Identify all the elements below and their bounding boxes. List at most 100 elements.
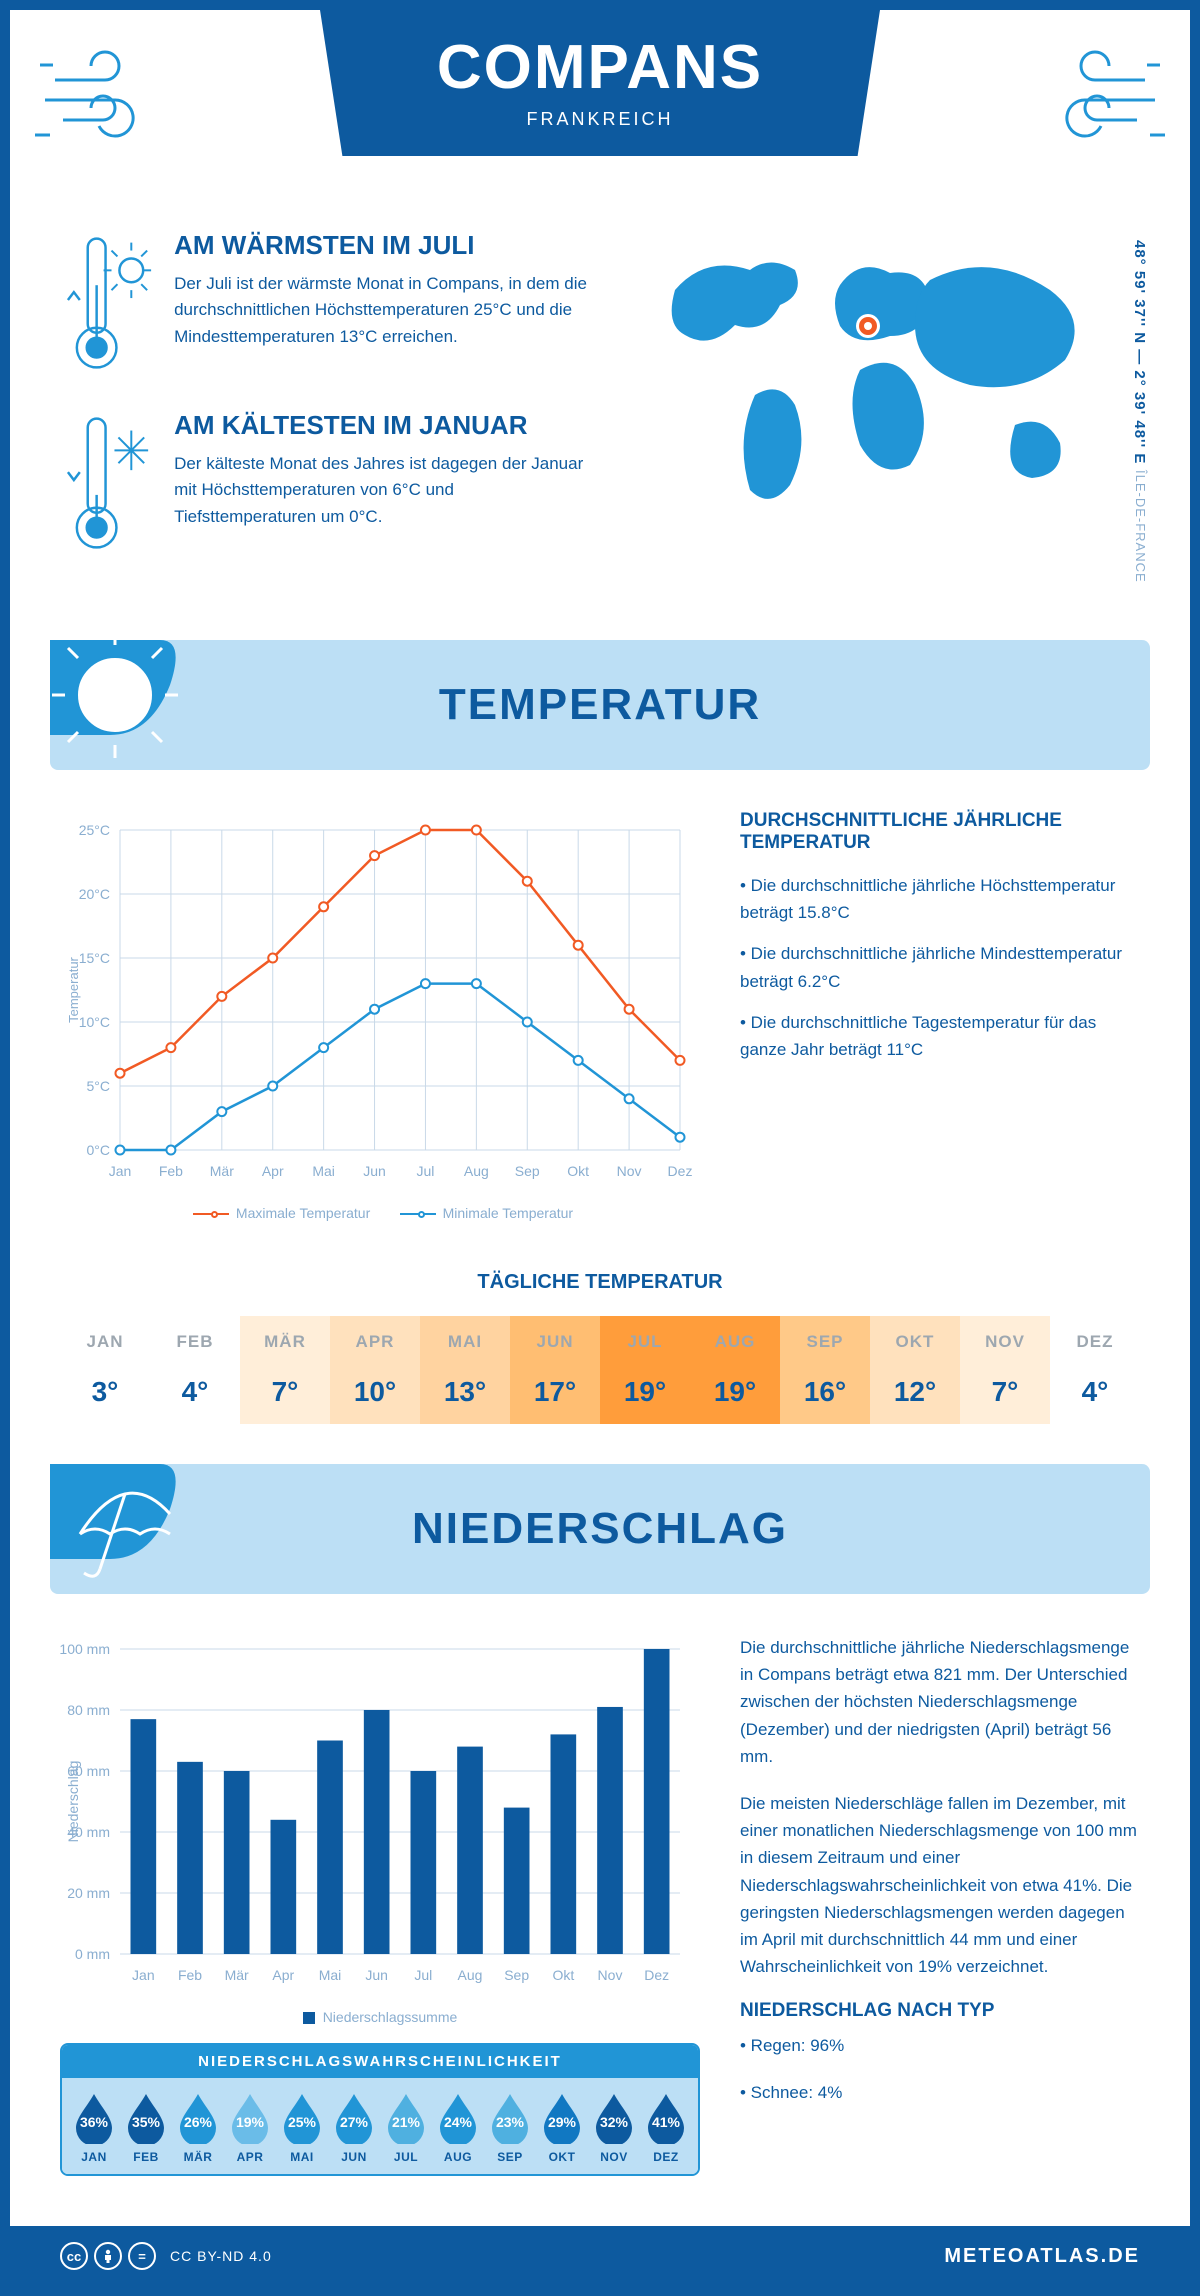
wind-icon — [35, 40, 175, 160]
daily-cell: DEZ4° — [1050, 1316, 1140, 1424]
svg-text:0°C: 0°C — [87, 1142, 111, 1158]
precip-p2: Die meisten Niederschläge fallen im Deze… — [740, 1790, 1140, 1980]
prob-col: 24%AUG — [432, 2092, 484, 2164]
raindrop-icon: 25% — [280, 2092, 324, 2144]
raindrop-icon: 29% — [540, 2092, 584, 2144]
coldest-text: Der kälteste Monat des Jahres ist dagege… — [174, 451, 590, 530]
svg-text:Sep: Sep — [504, 1967, 529, 1983]
daily-temp-table: JAN3°FEB4°MÄR7°APR10°MAI13°JUN17°JUL19°A… — [60, 1316, 1140, 1424]
svg-text:Mai: Mai — [319, 1967, 342, 1983]
temp-section-header: TEMPERATUR — [50, 640, 1150, 770]
svg-text:Mai: Mai — [312, 1163, 335, 1179]
coldest-block: AM KÄLTESTEN IM JANUAR Der kälteste Mona… — [60, 410, 590, 560]
temp-narr-title: DURCHSCHNITTLICHE JÄHRLICHE TEMPERATUR — [740, 810, 1140, 854]
prob-col: 29%OKT — [536, 2092, 588, 2164]
svg-text:Jun: Jun — [365, 1967, 388, 1983]
region-label: ÎLE-DE-FRANCE — [1133, 470, 1148, 583]
svg-text:20 mm: 20 mm — [67, 1885, 110, 1901]
svg-text:Jan: Jan — [132, 1967, 155, 1983]
prob-col: 23%SEP — [484, 2092, 536, 2164]
coldest-title: AM KÄLTESTEN IM JANUAR — [174, 410, 590, 441]
temperature-line-chart: 0°C5°C10°C15°C20°C25°CJanFebMärAprMaiJun… — [60, 810, 700, 1221]
prob-col: 19%APR — [224, 2092, 276, 2164]
svg-text:Mär: Mär — [225, 1967, 249, 1983]
by-icon — [94, 2242, 122, 2270]
svg-text:100 mm: 100 mm — [60, 1641, 110, 1657]
precip-type-title: NIEDERSCHLAG NACH TYP — [740, 2000, 1140, 2022]
svg-text:0 mm: 0 mm — [75, 1946, 110, 1962]
daily-cell: FEB4° — [150, 1316, 240, 1424]
legend-max: Maximale Temperatur — [236, 1205, 370, 1221]
svg-text:5°C: 5°C — [87, 1078, 111, 1094]
svg-text:20°C: 20°C — [79, 886, 110, 902]
prob-col: 36%JAN — [68, 2092, 120, 2164]
svg-text:Feb: Feb — [159, 1163, 183, 1179]
temp-title: TEMPERATUR — [439, 680, 761, 730]
raindrop-icon: 23% — [488, 2092, 532, 2144]
raindrop-icon: 35% — [124, 2092, 168, 2144]
svg-text:Nov: Nov — [617, 1163, 642, 1179]
daily-cell: JUN17° — [510, 1316, 600, 1424]
daily-cell: MAI13° — [420, 1316, 510, 1424]
thermometer-hot-icon — [60, 230, 154, 380]
svg-text:Temperatur: Temperatur — [66, 956, 81, 1022]
precip-type-p1: • Regen: 96% — [740, 2032, 1140, 2059]
daily-cell: SEP16° — [780, 1316, 870, 1424]
legend-min: Minimale Temperatur — [443, 1205, 573, 1221]
precip-probability-band: NIEDERSCHLAGSWAHRSCHEINLICHKEIT 36%JAN 3… — [60, 2043, 700, 2176]
raindrop-icon: 36% — [72, 2092, 116, 2144]
raindrop-icon: 41% — [644, 2092, 688, 2144]
nd-icon: = — [128, 2242, 156, 2270]
warmest-text: Der Juli ist der wärmste Monat in Compan… — [174, 271, 590, 350]
country-name: FRANKREICH — [330, 109, 870, 130]
svg-text:Apr: Apr — [262, 1163, 284, 1179]
svg-text:Apr: Apr — [272, 1967, 294, 1983]
precip-legend: Niederschlagssumme — [323, 2009, 458, 2025]
svg-text:Sep: Sep — [515, 1163, 540, 1179]
footer: cc = CC BY-ND 4.0 METEOATLAS.DE — [10, 2226, 1190, 2286]
temp-narr-p3: • Die durchschnittliche Tagestemperatur … — [740, 1009, 1140, 1063]
raindrop-icon: 26% — [176, 2092, 220, 2144]
city-name: COMPANS — [330, 32, 870, 103]
wind-icon — [1025, 40, 1165, 160]
prob-col: 35%FEB — [120, 2092, 172, 2164]
svg-text:Aug: Aug — [464, 1163, 489, 1179]
prob-title: NIEDERSCHLAGSWAHRSCHEINLICHKEIT — [62, 2045, 698, 2078]
daily-cell: OKT12° — [870, 1316, 960, 1424]
raindrop-icon: 24% — [436, 2092, 480, 2144]
svg-text:Jul: Jul — [417, 1163, 435, 1179]
warmest-block: AM WÄRMSTEN IM JULI Der Juli ist der wär… — [60, 230, 590, 380]
prob-col: 26%MÄR — [172, 2092, 224, 2164]
coordinates: 48° 59' 37'' N — 2° 39' 48'' E — [1131, 240, 1148, 464]
sun-icon — [50, 640, 210, 770]
svg-text:Aug: Aug — [458, 1967, 483, 1983]
prob-col: 32%NOV — [588, 2092, 640, 2164]
precip-title: NIEDERSCHLAG — [412, 1504, 788, 1554]
cc-icons: cc = — [60, 2242, 156, 2270]
svg-text:Jan: Jan — [109, 1163, 132, 1179]
title-banner: COMPANS FRANKREICH — [320, 10, 880, 156]
prob-col: 21%JUL — [380, 2092, 432, 2164]
svg-text:15°C: 15°C — [79, 950, 110, 966]
temp-narr-p2: • Die durchschnittliche jährliche Mindes… — [740, 940, 1140, 994]
daily-cell: AUG19° — [690, 1316, 780, 1424]
umbrella-icon — [50, 1464, 210, 1594]
svg-text:Nov: Nov — [598, 1967, 623, 1983]
prob-col: 41%DEZ — [640, 2092, 692, 2164]
warmest-title: AM WÄRMSTEN IM JULI — [174, 230, 590, 261]
header: COMPANS FRANKREICH — [10, 10, 1190, 210]
svg-text:Okt: Okt — [567, 1163, 589, 1179]
svg-text:25°C: 25°C — [79, 822, 110, 838]
daily-cell: JUL19° — [600, 1316, 690, 1424]
svg-text:Mär: Mär — [210, 1163, 234, 1179]
precip-p1: Die durchschnittliche jährliche Niedersc… — [740, 1634, 1140, 1770]
svg-text:Jul: Jul — [414, 1967, 432, 1983]
svg-text:Niederschlag: Niederschlag — [65, 1761, 81, 1843]
daily-cell: JAN3° — [60, 1316, 150, 1424]
daily-cell: NOV7° — [960, 1316, 1050, 1424]
raindrop-icon: 32% — [592, 2092, 636, 2144]
site-name: METEOATLAS.DE — [944, 2245, 1140, 2268]
precip-section-header: NIEDERSCHLAG — [50, 1464, 1150, 1594]
svg-text:10°C: 10°C — [79, 1014, 110, 1030]
cc-icon: cc — [60, 2242, 88, 2270]
